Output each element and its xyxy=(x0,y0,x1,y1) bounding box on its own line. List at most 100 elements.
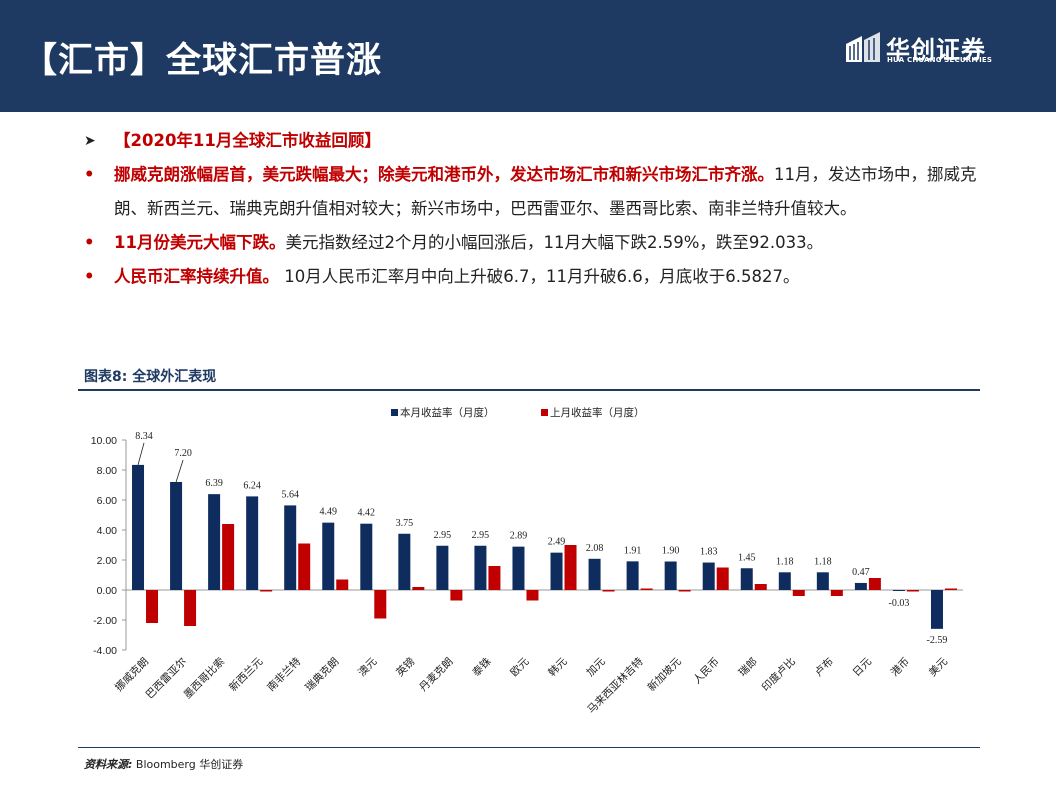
bar-current-month xyxy=(664,561,677,590)
category-label: 南非兰特 xyxy=(264,655,303,694)
summary-bullets: ➤ 【2020年11月全球汇市收益回顾】 • 挪威克朗涨幅居首，美元跌幅最大；除… xyxy=(84,124,984,294)
data-label: 1.91 xyxy=(624,545,642,556)
legend-swatch-prev xyxy=(541,409,548,416)
bullet-item: • 11月份美元大幅下跌。美元指数经过2个月的小幅回涨后，11月大幅下跌2.59… xyxy=(84,226,984,260)
data-label: 2.08 xyxy=(586,543,604,554)
bullet-item: • 人民币汇率持续升值。 10月人民币汇率月中向上升破6.7，11月升破6.6，… xyxy=(84,260,984,294)
bar-previous-month xyxy=(450,590,463,601)
plot-area: 10.00 8.00 6.00 4.00 2.00 0.00 -2.00 -4.00 8.34 挪… xyxy=(91,431,963,716)
bar-previous-month xyxy=(298,543,311,590)
bar-current-month xyxy=(474,545,487,590)
data-label: 1.83 xyxy=(700,547,718,558)
bar-current-month xyxy=(208,494,221,590)
data-label: 5.64 xyxy=(281,489,299,500)
data-label: 3.75 xyxy=(396,518,414,529)
bar-previous-month xyxy=(564,545,577,590)
category-label: 印度卢比 xyxy=(759,655,798,694)
category-label: 美元 xyxy=(926,655,950,679)
bar-current-month xyxy=(170,482,183,590)
category-label: 新西兰元 xyxy=(226,655,265,694)
y-tick-label: 8.00 xyxy=(97,465,118,477)
category-label: 丹麦克朗 xyxy=(417,656,455,694)
bar-current-month xyxy=(512,546,525,590)
data-label: -2.59 xyxy=(927,635,948,646)
y-tick-label: -2.00 xyxy=(93,615,117,627)
category-label: 泰铢 xyxy=(470,655,494,679)
bar-previous-month xyxy=(336,579,349,590)
bar-previous-month xyxy=(488,566,501,590)
bar-current-month xyxy=(892,590,905,591)
category-label: 瑞郎 xyxy=(736,655,760,679)
bar-previous-month xyxy=(868,578,881,590)
category-label: 澳元 xyxy=(355,655,379,679)
data-label: -0.03 xyxy=(889,598,910,609)
y-tick-label: 0.00 xyxy=(97,585,118,597)
bullet-dot-icon: • xyxy=(84,233,95,252)
bar-current-month xyxy=(132,464,145,590)
bar-previous-month xyxy=(222,524,235,590)
category-label: 韩元 xyxy=(546,655,570,679)
data-label: 6.24 xyxy=(243,480,261,491)
fx-returns-bar-chart: 本月收益率（月度） 上月收益率（月度） 10.00 8.00 6.00 4.00 2.0… xyxy=(91,406,963,716)
chart-legend: 本月收益率（月度） 上月收益率（月度） xyxy=(391,406,645,419)
data-label: 1.18 xyxy=(776,556,794,567)
y-tick-label: 10.00 xyxy=(91,435,117,447)
data-label-leader xyxy=(175,459,184,483)
source-note: 资料来源: Bloomberg 华创证券 xyxy=(84,756,243,772)
page-title: 【汇市】全球汇市普涨 xyxy=(22,41,383,81)
data-label: 0.47 xyxy=(852,567,870,578)
y-tick-label: 6.00 xyxy=(97,495,118,507)
legend-swatch-current xyxy=(391,409,398,416)
source-text: Bloomberg 华创证券 xyxy=(132,758,244,771)
bullet-dot-icon: • xyxy=(84,267,95,286)
bullet-text: 10月人民币汇率月中向上升破6.7，11月升破6.6，月底收于6.5827。 xyxy=(279,267,800,286)
category-label: 欧元 xyxy=(508,655,532,679)
category-label: 加元 xyxy=(584,655,608,679)
bar-previous-month xyxy=(146,590,159,623)
source-label: 资料来源: xyxy=(84,758,133,771)
bar-previous-month xyxy=(526,590,539,601)
bar-current-month xyxy=(702,562,715,590)
bar-previous-month xyxy=(412,587,425,590)
data-label: 6.39 xyxy=(205,478,223,489)
data-label: 8.34 xyxy=(135,431,153,442)
category-label: 挪威克朗 xyxy=(112,655,151,694)
bar-previous-month xyxy=(792,590,805,596)
logo-mark-icon xyxy=(846,32,880,62)
logo-name: 华创证券 xyxy=(886,36,986,64)
bullet-emphasis: 人民币汇率持续升值。 xyxy=(114,267,279,286)
logo-subtitle: HUA CHUANG SECURITIES xyxy=(887,56,993,64)
data-label: 7.20 xyxy=(174,448,192,459)
legend-label-current: 本月收益率（月度） xyxy=(400,406,495,419)
bar-current-month xyxy=(550,552,563,590)
figure-title: 图表8: 全球外汇表现 xyxy=(84,369,217,385)
bar-previous-month xyxy=(830,590,843,596)
bar-previous-month xyxy=(944,588,957,590)
category-label: 瑞典克朗 xyxy=(302,655,341,694)
category-label: 港币 xyxy=(889,656,912,679)
bar-previous-month xyxy=(602,590,615,592)
bar-current-month xyxy=(322,522,335,590)
data-label-leader xyxy=(137,442,145,466)
company-logo: 华创证券 HUA CHUANG SECURITIES xyxy=(844,30,1014,70)
arrow-bullet-icon: ➤ xyxy=(84,133,96,149)
y-tick-label: 4.00 xyxy=(97,525,118,537)
figure-bottom-rule xyxy=(78,747,980,748)
bullet-emphasis: 11月份美元大幅下跌。 xyxy=(114,233,286,252)
data-label: 1.18 xyxy=(814,556,832,567)
legend-label-prev: 上月收益率（月度） xyxy=(550,406,645,419)
data-label: 1.90 xyxy=(662,546,680,557)
bar-current-month xyxy=(626,561,639,590)
bullet-heading: 【2020年11月全球汇市收益回顾】 xyxy=(114,131,381,150)
y-tick-label: 2.00 xyxy=(97,555,118,567)
bar-current-month xyxy=(360,523,373,590)
bar-previous-month xyxy=(678,590,691,592)
category-label: 人民币 xyxy=(691,656,722,687)
bar-current-month xyxy=(436,545,449,590)
data-label: 2.49 xyxy=(548,537,566,548)
bar-previous-month xyxy=(640,588,653,590)
data-label: 2.95 xyxy=(472,530,490,541)
bar-current-month xyxy=(930,590,943,629)
category-label: 卢布 xyxy=(812,655,836,679)
category-label: 墨西哥比索 xyxy=(181,655,227,701)
